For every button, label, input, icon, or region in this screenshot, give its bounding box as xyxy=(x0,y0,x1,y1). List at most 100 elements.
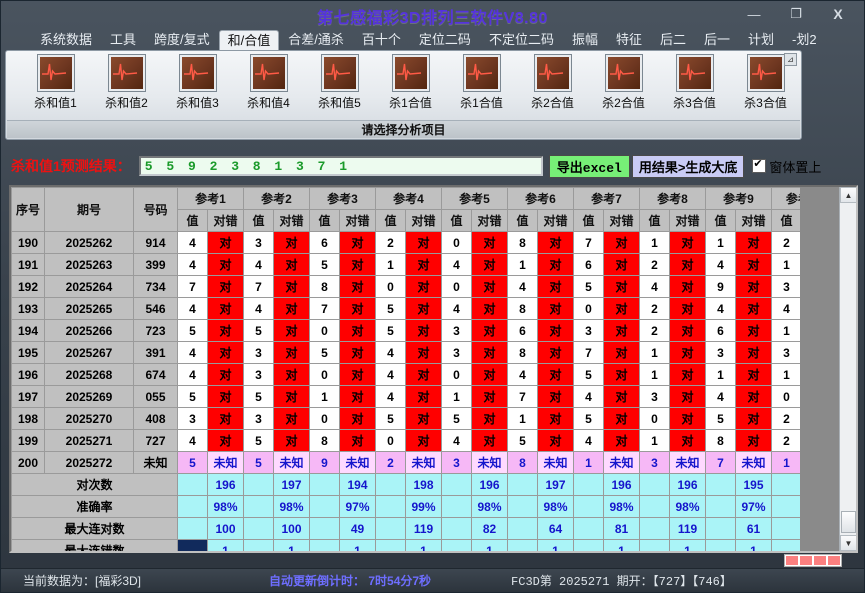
summary-spacer xyxy=(508,540,538,554)
cell-ref3-result: 对 xyxy=(340,254,376,276)
cell-ref9-result: 对 xyxy=(736,298,772,320)
summary-spacer xyxy=(376,518,406,540)
menu-tab-4[interactable]: 合差/通杀 xyxy=(279,29,353,51)
generate-base-button[interactable]: 用结果>生成大底 xyxy=(632,155,745,178)
cell-ref9-value: 6 xyxy=(706,320,736,342)
cell-ref3-result: 对 xyxy=(340,408,376,430)
table-row[interactable]: 19120252633994对4对5对1对4对1对6对2对4对1对 xyxy=(12,254,838,276)
ecg-icon xyxy=(38,55,74,91)
scrollbar-thumb[interactable] xyxy=(841,511,856,533)
summary-spacer xyxy=(310,540,340,554)
minimize-button[interactable]: — xyxy=(734,3,774,25)
cell-ref6-value: 8 xyxy=(508,452,538,474)
ribbon-button-2[interactable]: 杀和值3 xyxy=(162,55,233,111)
cell-ref2-result: 对 xyxy=(274,276,310,298)
cell-ref8-result: 对 xyxy=(670,386,706,408)
export-excel-button[interactable]: 导出excel xyxy=(549,155,630,178)
menu-tab-9[interactable]: 特征 xyxy=(607,29,651,51)
ribbon-button-7[interactable]: 杀2合值 xyxy=(517,55,588,111)
topmost-checkbox[interactable] xyxy=(752,159,766,173)
menu-tab-6[interactable]: 定位二码 xyxy=(410,29,480,51)
prediction-result-input[interactable] xyxy=(139,156,543,176)
cell-ref7-result: 对 xyxy=(604,254,640,276)
analysis-table: 序号期号号码参考1参考2参考3参考4参考5参考6参考7参考8参考9参考10 值对… xyxy=(11,187,838,553)
summary-value-ref1: 1 xyxy=(208,540,244,554)
table-row[interactable]: 19820252704083对3对0对5对5对1对5对0对5对2对 xyxy=(12,408,838,430)
menu-tab-11[interactable]: 后一 xyxy=(695,29,739,51)
cell-ref4-result: 对 xyxy=(406,276,442,298)
ribbon-button-3[interactable]: 杀和值4 xyxy=(233,55,304,111)
summary-row: 最大连错数1111111111 xyxy=(12,540,838,554)
cell-ref7-value: 3 xyxy=(574,320,604,342)
menu-tab-1[interactable]: 工具 xyxy=(101,29,145,51)
menu-tab-7[interactable]: 不定位二码 xyxy=(480,29,563,51)
row-number: 546 xyxy=(134,298,178,320)
cell-ref6-result: 对 xyxy=(538,320,574,342)
scroll-down-icon[interactable]: ▼ xyxy=(840,535,857,551)
row-issue: 2025262 xyxy=(45,232,134,254)
vertical-scrollbar[interactable]: ▲ ▼ xyxy=(839,187,856,551)
ribbon-button-5[interactable]: 杀1合值 xyxy=(375,55,446,111)
ribbon-button-9[interactable]: 杀3合值 xyxy=(659,55,730,111)
table-row[interactable]: 19020252629144对3对6对2对0对8对7对1对1对2对 xyxy=(12,232,838,254)
cell-ref4-value: 5 xyxy=(376,408,406,430)
cell-ref10-value: 1 xyxy=(772,364,802,386)
cell-ref4-value: 4 xyxy=(376,364,406,386)
menu-tab-3[interactable]: 和/合值 xyxy=(219,30,280,52)
table-row[interactable]: 19620252686744对3对0对4对0对4对5对1对1对1对 xyxy=(12,364,838,386)
summary-spacer xyxy=(178,518,208,540)
ribbon-button-1[interactable]: 杀和值2 xyxy=(91,55,162,111)
dialog-launcher-icon[interactable]: ⊿ xyxy=(784,53,797,66)
header-ref-7: 参考7 xyxy=(574,188,640,210)
cell-ref1-result: 对 xyxy=(208,254,244,276)
menu-tab-8[interactable]: 振幅 xyxy=(563,29,607,51)
summary-spacer xyxy=(706,496,736,518)
summary-value-ref7: 98% xyxy=(604,496,640,518)
menu-tab-13[interactable]: -划2 xyxy=(783,29,826,51)
cell-ref2-result: 对 xyxy=(274,408,310,430)
menu-tab-10[interactable]: 后二 xyxy=(651,29,695,51)
menu-tab-0[interactable]: 系统数据 xyxy=(31,29,101,51)
cell-ref4-result: 对 xyxy=(406,232,442,254)
ribbon-button-6[interactable]: 杀1合值 xyxy=(446,55,517,111)
table-row[interactable]: 19320252655464对4对7对5对4对8对0对2对4对4对 xyxy=(12,298,838,320)
summary-value-ref5: 98% xyxy=(472,496,508,518)
cell-ref8-value: 1 xyxy=(640,364,670,386)
header-ref-2-result: 对错 xyxy=(274,210,310,232)
scroll-up-icon[interactable]: ▲ xyxy=(840,187,857,203)
ribbon-panel: 杀和值1杀和值2杀和值3杀和值4杀和值5杀1合值杀1合值杀2合值杀2合值杀3合值… xyxy=(5,50,802,140)
cell-ref6-result: 对 xyxy=(538,276,574,298)
cell-ref1-result: 对 xyxy=(208,408,244,430)
cell-ref10-value: 0 xyxy=(772,386,802,408)
header-ref-8: 参考8 xyxy=(640,188,706,210)
summary-spacer xyxy=(772,518,802,540)
table-row[interactable]: 19920252717274对5对8对0对4对5对4对1对8对2对 xyxy=(12,430,838,452)
ribbon-button-0[interactable]: 杀和值1 xyxy=(20,55,91,111)
cell-ref6-value: 4 xyxy=(508,364,538,386)
cell-ref8-result: 对 xyxy=(670,254,706,276)
table-row[interactable]: 2002025272未知5未知5未知9未知2未知3未知8未知1未知3未知7未知1… xyxy=(12,452,838,474)
table-row[interactable]: 19420252667235对5对0对5对3对6对3对2对6对1对 xyxy=(12,320,838,342)
table-row[interactable]: 19220252647347对7对8对0对0对4对5对4对9对3对 xyxy=(12,276,838,298)
ribbon-button-8[interactable]: 杀2合值 xyxy=(588,55,659,111)
maximize-button[interactable]: ❐ xyxy=(776,3,816,25)
cell-ref1-result: 未知 xyxy=(208,452,244,474)
menu-tab-5[interactable]: 百十个 xyxy=(353,29,410,51)
header-ref-5-result: 对错 xyxy=(472,210,508,232)
close-button[interactable]: X xyxy=(818,3,858,25)
header-ref-6: 参考6 xyxy=(508,188,574,210)
cell-ref5-result: 对 xyxy=(472,408,508,430)
cell-ref4-value: 4 xyxy=(376,386,406,408)
cell-ref2-value: 5 xyxy=(244,430,274,452)
summary-spacer xyxy=(706,474,736,496)
menu-tab-12[interactable]: 计划 xyxy=(739,29,783,51)
cell-ref3-value: 5 xyxy=(310,342,340,364)
ribbon-button-4[interactable]: 杀和值5 xyxy=(304,55,375,111)
table-row[interactable]: 19520252673914对3对5对4对3对8对7对1对3对3对 xyxy=(12,342,838,364)
menu-tab-2[interactable]: 跨度/复式 xyxy=(145,29,219,51)
table-row[interactable]: 19720252690555对5对1对4对1对7对4对3对4对0对 xyxy=(12,386,838,408)
window-topmost-option: 窗体置上 xyxy=(752,157,821,176)
cell-ref7-result: 对 xyxy=(604,232,640,254)
cell-ref1-value: 4 xyxy=(178,430,208,452)
row-issue: 2025272 xyxy=(45,452,134,474)
